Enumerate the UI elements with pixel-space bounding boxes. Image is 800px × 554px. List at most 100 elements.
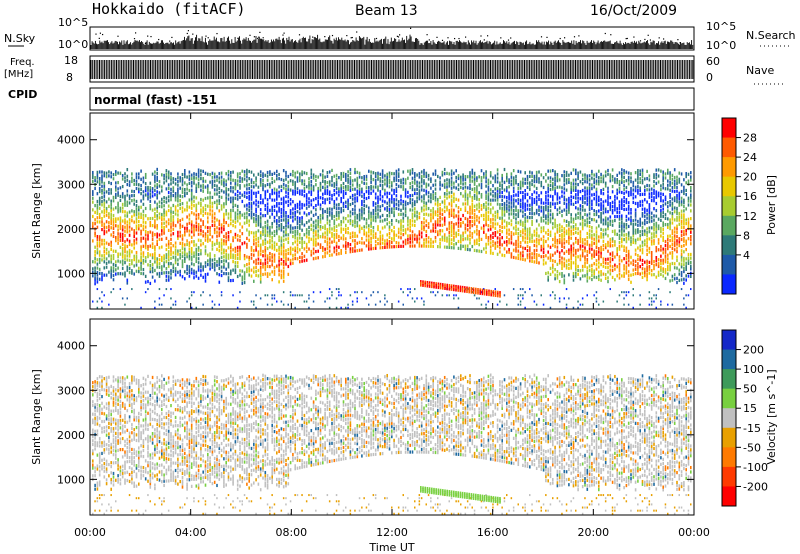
range-gate-point bbox=[250, 246, 253, 250]
range-gate-point bbox=[239, 251, 241, 255]
range-gate-point bbox=[540, 230, 543, 234]
range-gate-point bbox=[248, 176, 250, 181]
range-gate-point bbox=[184, 256, 186, 261]
near-range-point bbox=[220, 291, 223, 294]
range-gate-point bbox=[434, 195, 437, 199]
range-gate-point bbox=[248, 169, 250, 174]
range-gate-point bbox=[437, 174, 439, 179]
range-gate-point bbox=[453, 238, 455, 242]
range-gate-point bbox=[496, 215, 499, 219]
range-gate-point bbox=[209, 191, 211, 195]
range-gate-point bbox=[338, 238, 340, 242]
range-gate-point bbox=[128, 233, 131, 237]
range-gate-point bbox=[450, 238, 453, 242]
range-gate-point bbox=[98, 215, 101, 220]
range-gate-point bbox=[400, 178, 402, 182]
range-gate-point bbox=[296, 243, 299, 247]
range-gate-point bbox=[489, 227, 492, 231]
range-gate-point bbox=[446, 196, 448, 200]
range-gate-point bbox=[522, 191, 524, 195]
range-gate-point bbox=[151, 270, 154, 274]
sky-search-dot bbox=[677, 39, 679, 41]
near-range-point bbox=[154, 306, 156, 309]
range-gate-point bbox=[540, 237, 543, 241]
range-gate-point bbox=[552, 222, 554, 226]
range-gate-point bbox=[119, 235, 122, 239]
range-gate-point bbox=[126, 182, 129, 187]
range-gate-point bbox=[324, 247, 326, 251]
range-gate-point bbox=[174, 269, 177, 273]
range-gate-point bbox=[453, 181, 455, 185]
range-gate-point bbox=[349, 188, 352, 193]
near-range-point bbox=[446, 294, 448, 297]
range-gate-point bbox=[149, 259, 152, 264]
range-gate-point bbox=[282, 218, 285, 222]
range-gate-point bbox=[236, 238, 239, 242]
range-gate-point bbox=[409, 201, 411, 205]
range-gate-point bbox=[110, 247, 112, 251]
near-range-point bbox=[165, 288, 168, 291]
range-gate-point bbox=[443, 238, 446, 242]
range-gate-point bbox=[326, 233, 329, 237]
range-gate-point bbox=[455, 234, 457, 238]
range-gate-point bbox=[347, 187, 349, 191]
range-gate-point bbox=[487, 185, 490, 189]
range-gate-point bbox=[508, 237, 510, 242]
range-gate-point bbox=[287, 195, 290, 199]
range-gate-point bbox=[411, 240, 414, 244]
range-gate-point bbox=[457, 210, 460, 214]
range-gate-point bbox=[193, 229, 195, 234]
range-gate-point bbox=[144, 274, 147, 278]
range-gate-point bbox=[259, 212, 262, 216]
range-gate-point bbox=[450, 221, 453, 225]
range-gate-point bbox=[478, 191, 480, 195]
range-gate-point bbox=[121, 202, 124, 207]
range-gate-point bbox=[542, 206, 545, 210]
range-gate-point bbox=[193, 212, 195, 216]
range-gate-point bbox=[202, 209, 204, 213]
range-gate-point bbox=[188, 257, 191, 261]
range-gate-point bbox=[305, 258, 308, 262]
range-gate-point bbox=[112, 253, 115, 258]
range-gate-point bbox=[211, 175, 214, 179]
range-gate-point bbox=[101, 220, 103, 224]
range-gate-point bbox=[292, 241, 294, 246]
near-range-point bbox=[312, 300, 315, 303]
range-gate-point bbox=[211, 262, 214, 266]
range-gate-point bbox=[322, 200, 324, 204]
near-range-point bbox=[112, 288, 115, 291]
range-gate-point bbox=[409, 208, 411, 212]
range-gate-point bbox=[402, 224, 405, 228]
range-gate-point bbox=[181, 244, 184, 248]
range-gate-point bbox=[457, 187, 460, 191]
range-gate-point bbox=[124, 194, 126, 199]
range-gate-point bbox=[294, 256, 296, 261]
range-gate-point bbox=[476, 185, 478, 189]
range-gate-point bbox=[195, 189, 198, 194]
range-gate-point bbox=[121, 266, 124, 270]
range-gate-point bbox=[269, 182, 271, 186]
range-gate-point bbox=[328, 245, 331, 249]
range-gate-point bbox=[264, 248, 267, 252]
range-gate-point bbox=[381, 245, 384, 250]
range-gate-point bbox=[512, 215, 515, 220]
range-gate-point bbox=[250, 248, 253, 252]
range-gate-point bbox=[524, 208, 526, 212]
range-gate-point bbox=[326, 237, 329, 241]
range-gate-point bbox=[554, 251, 556, 255]
range-gate-point bbox=[506, 209, 508, 213]
range-gate-point bbox=[234, 235, 237, 239]
range-gate-point bbox=[506, 235, 508, 239]
range-gate-point bbox=[227, 256, 230, 260]
range-gate-point bbox=[473, 190, 476, 194]
range-gate-point bbox=[156, 260, 158, 264]
range-gate-point bbox=[154, 222, 156, 226]
range-gate-point bbox=[531, 219, 533, 224]
range-gate-point bbox=[255, 223, 257, 228]
range-gate-point bbox=[397, 212, 400, 217]
range-gate-point bbox=[117, 235, 119, 239]
range-gate-point bbox=[473, 230, 476, 234]
range-gate-point bbox=[538, 223, 540, 227]
range-gate-point bbox=[455, 222, 457, 226]
range-gate-point bbox=[140, 229, 142, 233]
